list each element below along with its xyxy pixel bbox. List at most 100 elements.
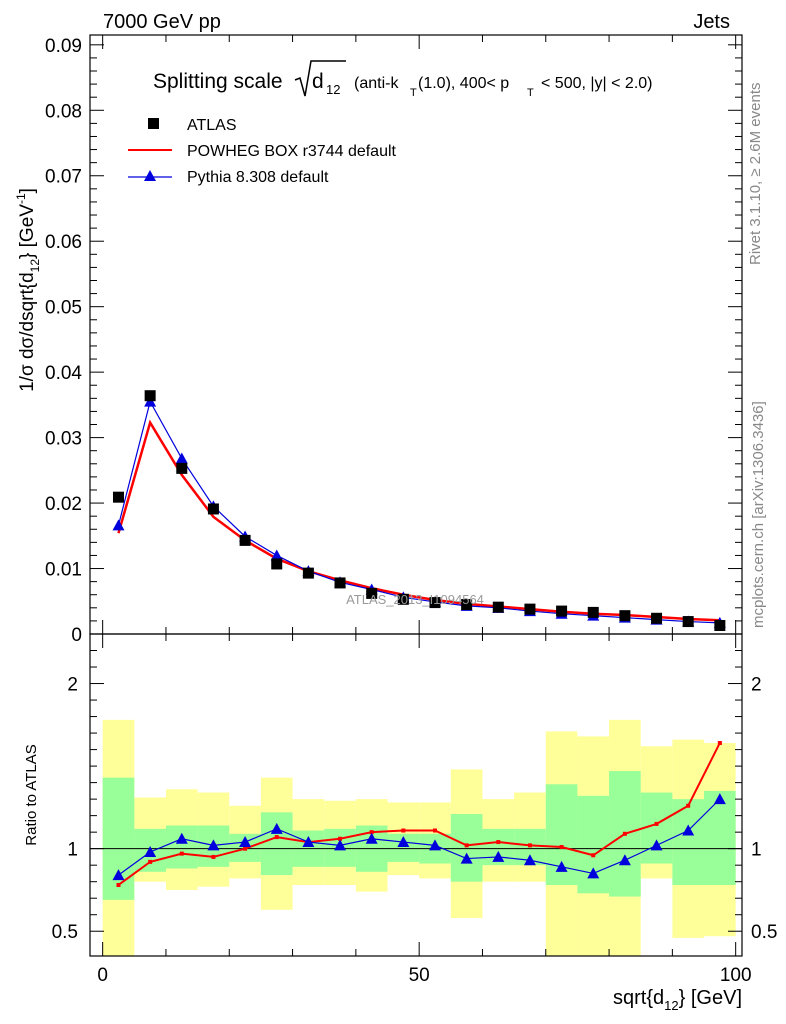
pythia-point xyxy=(112,519,125,531)
atlas-point xyxy=(207,503,219,515)
ratio-powheg-point xyxy=(116,882,121,887)
band-inner-bin xyxy=(165,825,198,869)
title-main: Splitting scale xyxy=(153,70,283,93)
band-inner-bin xyxy=(102,777,135,900)
main-ytick-label: 0.02 xyxy=(45,494,82,515)
ratio-pythia-point xyxy=(555,860,568,872)
atlas-point xyxy=(651,612,663,624)
ratio-pythia-point xyxy=(460,852,473,864)
ratio-powheg-point xyxy=(369,830,374,835)
title-sym-sub: 12 xyxy=(326,82,340,97)
rivet-version-label: Rivet 3.1.10, ≥ 2.6M events xyxy=(747,83,764,266)
title-sym: d xyxy=(312,70,324,93)
ratio-powheg-point xyxy=(338,836,343,841)
ratio-ytick-label-right: 0.5 xyxy=(751,922,777,943)
atlas-point xyxy=(587,606,599,618)
atlas-point xyxy=(619,610,631,622)
ratio-pythia-point xyxy=(270,822,283,834)
ratio-pythia-point xyxy=(650,839,663,851)
ratio-pythia-point xyxy=(302,836,315,848)
ratio-powheg-point xyxy=(179,851,184,856)
title-paren: (anti-k xyxy=(354,75,399,92)
main-axes: 0 0.01 0.02 0.03 0.04 0.05 0.06 0.07 0.08 0.09 xyxy=(45,35,742,646)
main-ytick-label: 0.03 xyxy=(45,429,82,450)
sqrt-symbol xyxy=(294,60,346,97)
ratio-pythia-point xyxy=(618,854,631,866)
main-ytick-label: 0 xyxy=(71,625,82,646)
main-ylabel: 1/σ dσ/dsqrt{d12} [GeV-1] xyxy=(14,188,42,392)
atlas-point xyxy=(556,605,568,617)
ratio-pythia-point xyxy=(207,839,220,851)
main-ytick-label: 0.06 xyxy=(45,232,82,253)
powheg-line xyxy=(117,419,720,622)
ratio-marks xyxy=(90,719,742,956)
ylabel-part-b: } [GeV xyxy=(17,204,38,259)
atlas-point xyxy=(112,491,124,503)
ratio-pythia-point xyxy=(144,845,157,857)
ratio-ytick-label: 0.5 xyxy=(52,922,78,943)
pythia-point xyxy=(270,549,283,561)
ratio-powheg-point xyxy=(274,835,279,840)
ratio-pythia-point xyxy=(523,854,536,866)
ratio-powheg-point xyxy=(717,740,722,745)
atlas-point xyxy=(397,593,409,605)
legend-pythia-label: Pythia 8.308 default xyxy=(187,169,329,186)
atlas-point xyxy=(366,587,378,599)
title-rest1: (1.0), 400< p xyxy=(418,75,509,92)
main-panel: 0 0.01 0.02 0.03 0.04 0.05 0.06 0.07 0.08 0.09 xyxy=(45,34,743,646)
ratio-ytick-label-right: 1 xyxy=(751,840,762,861)
ratio-ylabel: Ratio to ATLAS xyxy=(23,744,40,845)
ratio-xtick-label: 100 xyxy=(720,965,752,986)
atlas-point xyxy=(492,601,504,613)
ratio-powheg-point xyxy=(591,853,596,858)
ratio-powheg-point xyxy=(686,803,691,808)
ratio-axes: 0.5 0.5 1 1 2 2 0 50 100 xyxy=(52,634,777,986)
main-marks xyxy=(112,390,726,631)
legend: ATLAS POWHEG BOX r3744 default Pythia 8.… xyxy=(128,117,397,186)
ratio-frame xyxy=(89,633,743,957)
ratio-powheg-line xyxy=(117,742,721,886)
band-inner-bin xyxy=(577,795,610,894)
atlas-point xyxy=(429,597,441,609)
band-inner-bin xyxy=(704,790,736,885)
svg-text:1/σ dσ/dsqrt{d12} [GeV-1]: 1/σ dσ/dsqrt{d12} [GeV-1] xyxy=(14,188,42,392)
atlas-point xyxy=(714,619,726,631)
ratio-pythia-point xyxy=(334,839,347,851)
ratio-pythia-line xyxy=(118,798,721,876)
ylabel-sub: 12 xyxy=(28,259,42,273)
ratio-pythia-point xyxy=(492,850,505,862)
ratio-powheg-point xyxy=(559,845,564,850)
band-inner-bin xyxy=(260,812,293,876)
mcplots-label: mcplots.cern.ch [arXiv:1306.3436] xyxy=(750,401,767,628)
atlas-point xyxy=(461,599,473,611)
title-rest2: < 500, |y| < 2.0) xyxy=(541,75,653,92)
ratio-pythia-point xyxy=(175,832,188,844)
ratio-powheg-point xyxy=(432,828,437,833)
xlabel-part-b: } [GeV] xyxy=(679,987,742,1009)
ylabel-part-c: ] xyxy=(17,188,38,193)
ratio-panel: 0.5 0.5 1 1 2 2 0 50 100 xyxy=(52,633,777,986)
atlas-point xyxy=(176,462,188,474)
legend-atlas-marker xyxy=(148,118,159,129)
atlas-point xyxy=(144,390,156,402)
ratio-pythia-point xyxy=(365,832,378,844)
ratio-ytick-label-right: 2 xyxy=(751,675,762,696)
main-ytick-label: 0.01 xyxy=(45,560,82,581)
header-right-label: Jets xyxy=(693,11,730,33)
ratio-pythia-point xyxy=(428,839,441,851)
plot-title: Splitting scale d 12 (anti-k T (1.0), 40… xyxy=(153,60,653,99)
legend-atlas-label: ATLAS xyxy=(187,117,237,134)
ratio-powheg-point xyxy=(622,831,627,836)
atlas-point xyxy=(682,616,694,628)
ratio-powheg-point xyxy=(527,843,532,848)
ratio-xtick-label: 0 xyxy=(97,965,108,986)
ratio-pythia-point xyxy=(239,836,252,848)
ratio-powheg-point xyxy=(243,846,248,851)
main-ytick-label: 0.07 xyxy=(45,167,82,188)
ylabel-sup: -1 xyxy=(14,193,28,204)
ratio-pythia-point xyxy=(587,867,600,879)
ratio-powheg-point xyxy=(148,859,153,864)
watermark: ATLAS_2013_I1094564 xyxy=(346,592,484,607)
header-left-label: 7000 GeV pp xyxy=(103,11,221,33)
